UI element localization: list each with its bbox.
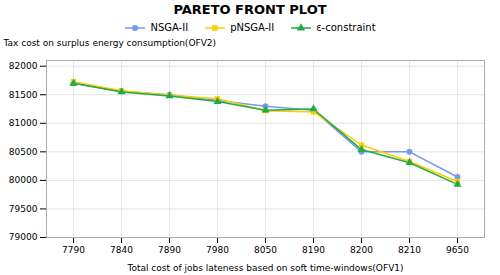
svg-text:9650: 9650: [446, 245, 469, 255]
svg-text:8210: 8210: [398, 245, 421, 255]
svg-text:Tax cost on surplus energy con: Tax cost on surplus energy consumption(O…: [3, 38, 217, 48]
svg-text:7890: 7890: [158, 245, 181, 255]
svg-text:8200: 8200: [350, 245, 373, 255]
html-text:PARETO FRONT PLOT: PARETO FRONT PLOT: [173, 2, 327, 17]
svg-text:81500: 81500: [9, 90, 38, 100]
svg-text:81000: 81000: [9, 118, 38, 128]
html-text:ε-constraint: ε-constraint: [316, 22, 376, 33]
svg-text:8190: 8190: [302, 245, 325, 255]
html-text:pNSGA-II: pNSGA-II: [230, 22, 275, 33]
svg-text:7790: 7790: [62, 245, 85, 255]
svg-text:79000: 79000: [9, 232, 38, 242]
svg-text:8050: 8050: [254, 245, 277, 255]
svg-text:79500: 79500: [9, 204, 38, 214]
svg-text:82000: 82000: [9, 61, 38, 71]
svg-text:80000: 80000: [9, 175, 38, 185]
svg-text:Total cost of jobs lateness ba: Total cost of jobs lateness based on sof…: [126, 263, 403, 273]
html-text:NSGA-II: NSGA-II: [150, 22, 189, 33]
svg-text:80500: 80500: [9, 147, 38, 157]
svg-text:7980: 7980: [206, 245, 229, 255]
svg-text:7840: 7840: [110, 245, 133, 255]
